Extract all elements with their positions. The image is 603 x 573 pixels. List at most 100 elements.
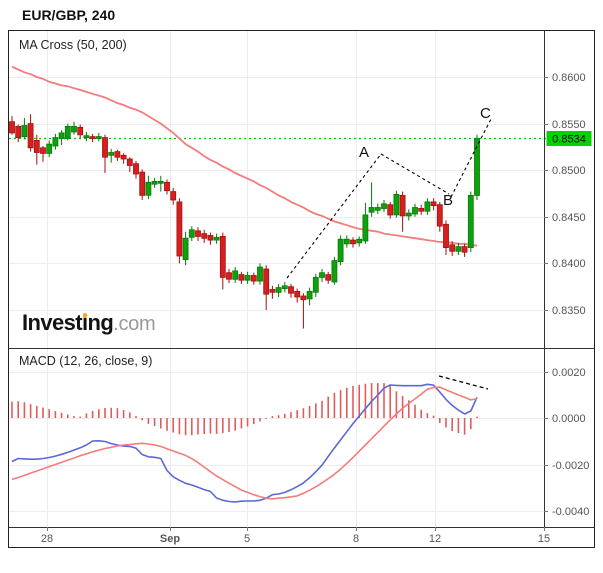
candle-body [151,180,158,185]
time-axis: 28 Sep 5 8 12 15 [41,527,550,545]
time-axis-label: 12 [429,533,441,545]
trendline [286,153,382,279]
candle [381,200,387,213]
candle [64,123,71,141]
candle [52,133,59,150]
candle-body [15,126,22,139]
last-price-badge: 0.8534 [546,131,592,146]
ma-line [11,65,478,247]
candle [294,288,301,303]
candle [461,243,468,257]
macd-axis-label: -0.0040 [552,506,589,518]
candle [176,198,183,264]
candle-body [300,295,307,301]
candle-body [331,260,338,283]
price-axis-label: 0.8400 [552,258,586,270]
candle-body [64,126,71,139]
logo-com-text: .com [113,313,156,335]
candle-body [157,180,164,184]
candle [275,283,282,297]
candle [95,132,102,142]
candle [188,226,195,241]
candle-body [424,201,431,212]
candle [145,175,152,200]
candle-body [83,135,90,138]
candle [46,140,53,158]
candle-body [182,237,189,260]
candle-body [176,201,183,257]
candle-body [350,239,356,245]
candle-body [430,201,437,206]
macd-signal-line [11,386,478,500]
time-axis-label: 28 [41,533,53,545]
price-axis-label: 0.8500 [552,165,586,177]
candle [331,256,338,285]
candle-body [52,137,59,147]
candle-body [288,286,294,294]
candle-body [325,274,332,281]
candle-body [164,181,170,192]
candle-body [46,143,53,154]
candle-body [133,163,139,175]
macd-histogram [11,383,478,436]
candle [89,133,96,143]
annotation-label-c: C [480,105,491,122]
candle [219,232,226,290]
candle [430,198,437,211]
last-price-value: 0.8534 [552,134,586,146]
candle-body [71,126,77,133]
candle [467,191,474,253]
time-axis-label: Sep [160,533,180,545]
candle-body [257,266,263,282]
candle-body [306,290,313,300]
candle-body [95,136,102,139]
candle [83,132,90,142]
candle [325,271,332,284]
chart-title: EUR/GBP, 240 [22,7,116,23]
candle [306,287,313,306]
candle-body [436,204,443,227]
candle-body [201,233,208,239]
candle [362,202,369,244]
candle-body [102,137,108,158]
chart-canvas[interactable]: 0.8600 0.8550 0.8500 0.8450 0.8400 0.8350 0.00… [9,31,594,547]
candle-body [467,194,474,248]
candle [374,203,381,214]
annotation-label-b: B [443,192,454,209]
time-axis-label: 5 [244,533,250,545]
candle [474,134,480,200]
candle-body [399,194,406,217]
candle [288,283,294,298]
candle [257,263,263,285]
candle [40,146,46,162]
candle [232,267,239,283]
candle-body [114,151,121,158]
candle [120,153,127,164]
candle [195,227,201,241]
candle [443,220,449,255]
candle-body [108,152,115,156]
candle [263,265,270,310]
candle-body [195,230,201,237]
candle [226,269,232,283]
candle [269,285,276,299]
candle [350,237,356,248]
candle-body [319,272,325,278]
candle-body [275,287,282,293]
candle [238,271,245,284]
candle-body [207,234,214,241]
candle [71,121,77,135]
candle-body [449,244,456,252]
candle [207,232,214,245]
candle-body [381,203,387,209]
investing-logo: Investı ng.com [22,311,156,338]
candle [21,118,28,140]
candle-body [244,275,251,281]
candle [139,169,146,200]
candle-body [412,207,418,215]
candle-body [312,276,319,293]
candle [114,149,121,161]
price-axis: 0.8600 0.8550 0.8500 0.8450 0.8400 0.8350 0.00… [544,72,589,518]
macd-axis-label: 0.0000 [552,413,586,425]
